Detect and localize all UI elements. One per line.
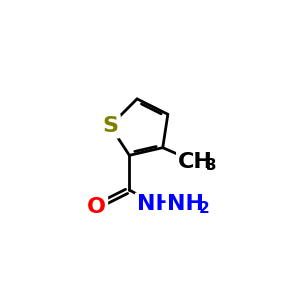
Text: CH: CH	[177, 152, 212, 172]
Text: NH: NH	[136, 194, 173, 214]
Text: 3: 3	[206, 158, 217, 173]
Text: S: S	[102, 116, 118, 136]
Text: NH: NH	[167, 194, 204, 214]
Text: 2: 2	[199, 201, 210, 216]
Text: O: O	[86, 197, 106, 217]
